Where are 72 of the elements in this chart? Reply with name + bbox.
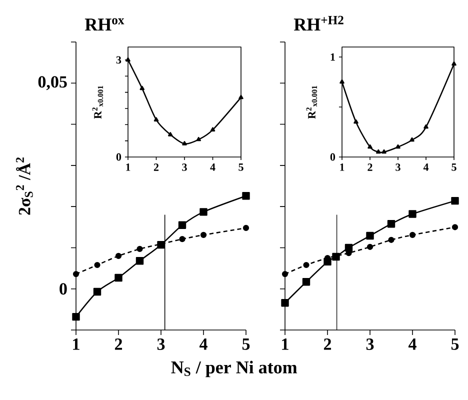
x-tick-label: 5 xyxy=(242,338,250,350)
point xyxy=(182,141,187,146)
x-tick-label: 2 xyxy=(368,164,372,171)
point xyxy=(154,117,159,122)
point xyxy=(281,298,289,307)
x-tick-label: 1 xyxy=(282,338,288,350)
x-tick-label: 4 xyxy=(210,164,216,171)
x-tick-label: 3 xyxy=(366,338,374,350)
x-tick-label: 5 xyxy=(452,164,456,171)
point xyxy=(340,79,344,84)
point xyxy=(382,149,386,154)
point xyxy=(72,271,80,278)
x-tick-label: 1 xyxy=(126,164,130,171)
point xyxy=(302,278,310,286)
point xyxy=(94,262,100,268)
x-tick-label: 4 xyxy=(199,338,208,350)
point xyxy=(136,246,143,252)
point xyxy=(388,236,394,243)
x-tick-label: 5 xyxy=(238,164,244,171)
point xyxy=(200,208,208,216)
point xyxy=(115,252,122,259)
chart-title: RH$^{+H2}$ xyxy=(294,16,344,30)
point xyxy=(210,127,216,132)
point xyxy=(238,94,244,100)
x-tick-label: 2 xyxy=(114,338,122,350)
point xyxy=(409,232,416,238)
y-tick-label: 0,05 xyxy=(38,76,67,90)
x-tick-label: 2 xyxy=(324,338,332,350)
point xyxy=(387,220,396,228)
x-tick-label: 3 xyxy=(157,338,165,350)
chart-title: RH$^{ox}$ xyxy=(84,18,124,30)
point xyxy=(72,312,80,321)
x-tick-label: 1 xyxy=(340,164,344,171)
point xyxy=(424,124,428,129)
point xyxy=(354,119,358,124)
point xyxy=(140,86,145,90)
point xyxy=(242,192,250,200)
point xyxy=(376,149,381,154)
x-tick-label: 1 xyxy=(73,338,80,350)
point xyxy=(179,236,186,242)
point xyxy=(303,262,310,268)
y-axis-title: 2σ$_{S}$$^{2}$ /Å$^{2}$ xyxy=(16,158,33,215)
point xyxy=(451,196,459,205)
point xyxy=(196,136,202,142)
point xyxy=(366,232,374,240)
point xyxy=(452,61,456,66)
point xyxy=(368,144,372,149)
x-tick-label: 3 xyxy=(182,164,187,171)
x-tick-label: 2 xyxy=(154,164,159,171)
y-tick-label: 0 xyxy=(60,283,67,295)
y-tick-label: 0 xyxy=(116,153,122,161)
x-tick-label: 4 xyxy=(423,164,429,171)
point xyxy=(366,244,374,250)
y-tick-label: 0 xyxy=(330,153,336,161)
point xyxy=(168,132,173,136)
point xyxy=(410,137,414,142)
point xyxy=(396,144,400,149)
point xyxy=(93,288,102,296)
point xyxy=(408,210,416,218)
point xyxy=(282,271,288,278)
point xyxy=(178,221,186,229)
point xyxy=(242,224,250,232)
x-axis-title: N$_{S}$ / per Ni atom xyxy=(171,360,298,378)
x-tick-label: 5 xyxy=(451,338,459,350)
x-tick-label: 3 xyxy=(396,164,400,171)
x-tick-label: 4 xyxy=(408,338,416,350)
point xyxy=(452,224,458,230)
point xyxy=(114,274,122,282)
point xyxy=(126,57,130,62)
point xyxy=(136,257,144,265)
point xyxy=(200,232,207,238)
point xyxy=(332,252,340,261)
